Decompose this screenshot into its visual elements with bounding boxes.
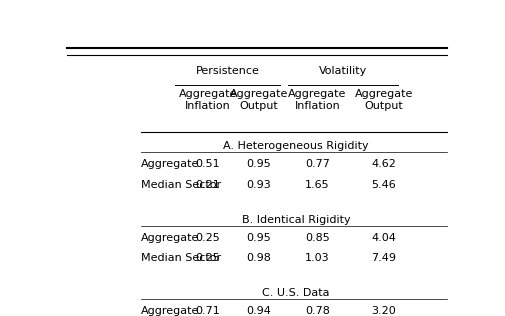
Text: 5.46: 5.46 [372,179,396,190]
Text: Aggregate: Aggregate [141,233,200,243]
Text: Aggregate: Aggregate [141,306,200,316]
Text: 1.03: 1.03 [305,253,330,263]
Text: Aggregate
Output: Aggregate Output [230,89,288,111]
Text: 0.85: 0.85 [305,233,330,243]
Text: A. Heterogeneous Rigidity: A. Heterogeneous Rigidity [223,141,369,151]
Text: 3.20: 3.20 [372,306,396,316]
Text: 7.49: 7.49 [372,253,396,263]
Text: 0.94: 0.94 [246,306,271,316]
Text: 0.71: 0.71 [195,306,220,316]
Text: 1.65: 1.65 [305,179,330,190]
Text: 0.25: 0.25 [195,253,220,263]
Text: 4.04: 4.04 [372,233,396,243]
Text: 0.78: 0.78 [305,306,330,316]
Text: 4.62: 4.62 [372,160,396,169]
Text: 0.51: 0.51 [195,160,220,169]
Text: 0.95: 0.95 [246,160,271,169]
Text: 0.25: 0.25 [195,233,220,243]
Text: 0.77: 0.77 [305,160,330,169]
Text: 0.21: 0.21 [195,179,220,190]
Text: Aggregate
Inflation: Aggregate Inflation [288,89,347,111]
Text: B. Identical Rigidity: B. Identical Rigidity [242,215,350,225]
Text: Aggregate
Output: Aggregate Output [355,89,413,111]
Text: Aggregate
Inflation: Aggregate Inflation [179,89,237,111]
Text: 0.98: 0.98 [246,253,271,263]
Text: Median Sector: Median Sector [141,253,222,263]
Text: Persistence: Persistence [195,66,260,76]
Text: 0.93: 0.93 [246,179,271,190]
Text: C. U.S. Data: C. U.S. Data [262,288,330,298]
Text: Volatility: Volatility [319,66,367,76]
Text: Median Sector: Median Sector [141,179,222,190]
Text: 0.95: 0.95 [246,233,271,243]
Text: Aggregate: Aggregate [141,160,200,169]
